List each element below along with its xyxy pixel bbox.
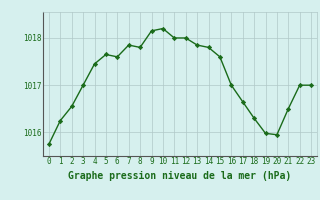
X-axis label: Graphe pression niveau de la mer (hPa): Graphe pression niveau de la mer (hPa) <box>68 171 292 181</box>
